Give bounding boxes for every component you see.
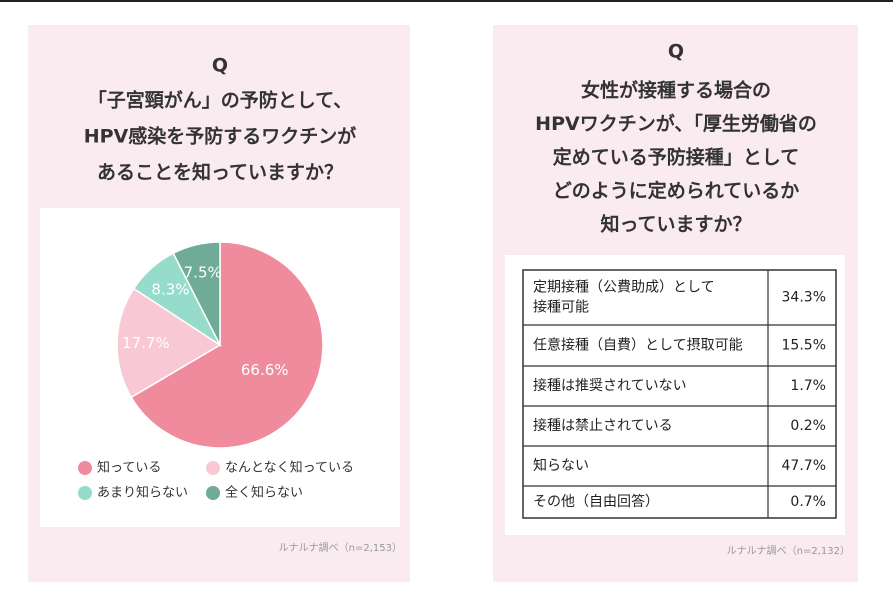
slice-label: 66.6%: [241, 361, 289, 379]
cell-value: 34.3%: [782, 290, 826, 306]
left-note: ルナルナ調べ（n=2,153）: [279, 541, 402, 554]
legend-swatch: [78, 486, 92, 500]
question-line: 女性が接種する場合の: [581, 79, 771, 102]
cell-value: 0.2%: [790, 418, 826, 434]
legend-swatch: [206, 486, 220, 500]
question-line: 知っていますか？: [600, 213, 751, 236]
right-q: Q: [668, 41, 684, 63]
left-q: Q: [212, 55, 228, 77]
question-line: あることを知っていますか？: [97, 161, 343, 184]
cell-label: 接種は推奨されていない: [533, 377, 687, 394]
pie-slice: [130, 241, 324, 449]
legend-label: あまり知らない: [97, 485, 188, 501]
cell-label: 接種可能: [533, 299, 589, 316]
question-line: HPV感染を予防するワクチンが: [84, 125, 357, 148]
cell-value: 0.7%: [790, 494, 826, 510]
cell-label: その他（自由回答）: [533, 493, 659, 510]
table-box: [505, 255, 845, 535]
table-border: [522, 269, 837, 519]
cell-value: 1.7%: [790, 378, 826, 394]
pie-slice: [172, 241, 221, 346]
cell-label: 定期接種（公費助成）として: [533, 279, 715, 296]
slice-label: 8.3%: [151, 280, 189, 298]
slice-label: 17.7%: [122, 334, 170, 352]
question-line: どのように定められているか: [553, 179, 799, 202]
cell-label: 接種は禁止されている: [533, 417, 673, 434]
legend-swatch: [78, 461, 92, 475]
question-line: 定めている予防接種」として: [553, 146, 799, 169]
legend-swatch: [206, 461, 220, 475]
cell-label: 知らない: [533, 457, 589, 474]
question-line: 「子宮頸がん」の予防として、: [88, 89, 352, 112]
cell-label: 任意接種（自費）として摂取可能: [533, 337, 743, 354]
legend-label: 知っている: [97, 460, 161, 476]
right-note: ルナルナ調べ（n=2,132）: [727, 544, 850, 557]
question-line: HPVワクチンが、「厚生労働省の: [535, 112, 817, 135]
slice-label: 7.5%: [184, 263, 222, 281]
cell-value: 47.7%: [782, 458, 826, 474]
pie-slice: [116, 287, 222, 399]
cell-value: 15.5%: [782, 338, 826, 354]
legend-label: 全く知らない: [225, 485, 303, 501]
legend-label: なんとなく知っている: [225, 460, 354, 476]
